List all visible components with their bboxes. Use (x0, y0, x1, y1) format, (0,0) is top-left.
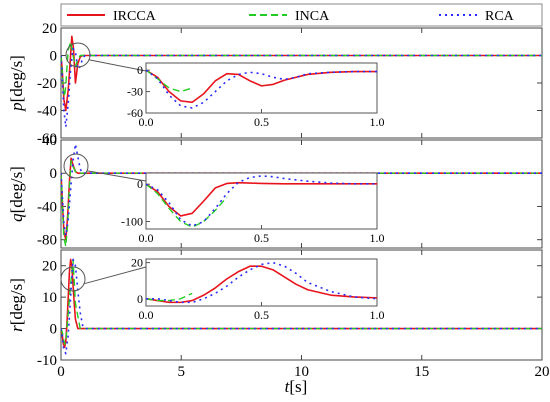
y-tick-label: -10 (37, 353, 57, 369)
y-tick-label: -80 (37, 233, 57, 249)
series-line-rca (61, 143, 542, 237)
y-axis-label: r[deg/s] (7, 278, 26, 332)
zoom-leader-line (86, 170, 147, 182)
y-tick-label: -60 (37, 131, 57, 147)
inset-series-line-ircca (146, 265, 377, 304)
zoom-leader-line (83, 266, 147, 285)
y-axis-label: q[deg/s] (7, 166, 26, 222)
inset-x-tick-label: 0.5 (254, 308, 269, 322)
legend-box (60, 3, 543, 27)
legend-entry-ircca: IRCCA (67, 9, 157, 24)
series-line-inca (61, 258, 542, 345)
x-tick-label: 15 (414, 364, 429, 380)
inset-y-tick-label: 0 (137, 63, 143, 77)
inset-y-tick-label: 0 (137, 292, 143, 306)
inset-series-line-inca (146, 183, 228, 228)
legend-label: RCA (485, 9, 515, 24)
inset-x-tick-label: 1.0 (370, 115, 385, 129)
legend-entry-rca: RCA (439, 9, 515, 24)
inset-series-line-rca (146, 175, 377, 227)
inset-y-tick-label: 20 (131, 256, 143, 270)
inset-x-tick-label: 0.0 (139, 231, 154, 245)
inset-y-tick-label: -60 (127, 106, 143, 120)
series-line-inca (61, 160, 542, 248)
inset-panel-1: 0 -30 -600.0 0.5 1.0 (127, 62, 385, 129)
zoom-callout-circle (60, 266, 86, 292)
inset-series-line-inca (146, 69, 193, 93)
legend-entry-inca: INCA (249, 9, 330, 24)
series-line-rca (61, 47, 542, 128)
zoom-callout-circle (65, 42, 91, 68)
zoom-callout-circle (63, 153, 89, 179)
y-tick-label: -20 (37, 76, 57, 92)
inset-x-tick-label: 1.0 (370, 231, 385, 245)
legend-label: IRCCA (113, 9, 157, 24)
panel-2: -80 -40 0 40 q[deg/s] 0 -100 0.0 0.5 1.0 (7, 133, 543, 249)
y-tick-label: 20 (42, 259, 57, 275)
y-tick-label: -40 (37, 104, 57, 120)
y-tick-label: 40 (42, 133, 57, 149)
inset-x-tick-label: 0.0 (139, 115, 154, 129)
inset-series-line-ircca (146, 181, 377, 217)
x-tick-label: 0 (57, 364, 65, 380)
x-axis-label: t[s] (285, 377, 308, 396)
series-line-inca (61, 41, 542, 98)
inset-y-tick-label: -30 (127, 85, 143, 99)
inset-panel-3: 20 0 0.0 0.5 1.0 (131, 256, 385, 322)
x-tick-label: 10 (294, 364, 309, 380)
y-tick-label: -40 (37, 199, 57, 215)
inset-x-tick-label: 0.5 (254, 231, 269, 245)
x-tick-label: 5 (178, 364, 186, 380)
inset-x-tick-label: 0.0 (139, 308, 154, 322)
inset-y-tick-label: 0 (137, 177, 143, 191)
y-tick-label: 0 (50, 166, 58, 182)
inset-series-line-inca (146, 292, 193, 302)
y-tick-label: 0 (50, 322, 58, 338)
y-tick-label: 0 (50, 49, 58, 65)
series-line-rca (61, 258, 542, 355)
y-tick-label: 10 (42, 290, 57, 306)
inset-x-tick-label: 0.5 (254, 115, 269, 129)
legend-label: INCA (295, 9, 330, 24)
inset-plot-area (145, 172, 378, 230)
x-tick-label: 20 (535, 364, 550, 380)
inset-x-tick-label: 1.0 (370, 308, 385, 322)
y-tick-label: 20 (42, 21, 57, 37)
zoom-leader-line (88, 59, 147, 72)
legend: IRCCA INCA RCA (60, 3, 543, 27)
inset-y-tick-label: -100 (121, 215, 143, 229)
y-axis-label: p[deg/s] (7, 55, 26, 112)
inset-panel-2: 0 -100 0.0 0.5 1.0 (121, 172, 385, 245)
